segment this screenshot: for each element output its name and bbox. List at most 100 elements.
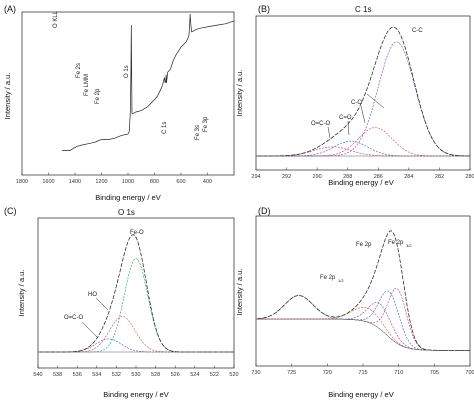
panel-b-frame <box>255 15 471 171</box>
c-y-title: Intensity / a.u. <box>17 270 26 317</box>
fit-envelope <box>38 234 234 353</box>
c-arrow-oco <box>81 321 98 338</box>
b-y-title: Intensity / a.u. <box>235 70 244 117</box>
b-tick-label: 282 <box>435 174 444 180</box>
fit-component-2 <box>38 316 234 353</box>
fit-component-3 <box>256 302 470 351</box>
a-tick-label: 400 <box>203 179 212 185</box>
d-tick-label: 700 <box>465 370 474 376</box>
fit-component-2 <box>256 127 470 157</box>
fit-component-1 <box>38 258 234 353</box>
panel-c-curves <box>38 234 234 353</box>
b-tick-label: 284 <box>404 174 413 180</box>
d-ann-fe2p32: Fe 2p <box>388 240 404 246</box>
a-ann-o1s: O 1s <box>124 65 130 78</box>
c-title: O 1s <box>118 208 135 217</box>
panel-c-frame <box>37 217 235 369</box>
panel-a-survey-line <box>61 13 235 151</box>
b-tick-label: 288 <box>343 174 352 180</box>
b-ann-cc: C-C <box>412 28 423 34</box>
fit-component-5 <box>255 295 470 351</box>
d-tick-label: 715 <box>358 370 367 376</box>
fit-envelope <box>256 26 470 157</box>
c-tick-label: 532 <box>112 372 121 378</box>
c-arrow-ho <box>95 297 109 311</box>
d-tick-label: 730 <box>251 370 260 376</box>
a-x-title: Binding energy / eV <box>95 193 160 202</box>
b-ann-co-double: C=O <box>339 115 352 121</box>
b-tick-label: 294 <box>251 174 260 180</box>
d-ann-fe2p12: Fe 2p <box>320 275 336 281</box>
a-ann-fe3p: Fe 3p <box>203 116 209 132</box>
panel-a-letter: (A) <box>4 4 16 14</box>
a-tick-label: 1200 <box>95 179 107 185</box>
a-ann-felmm: Fe LMM <box>84 74 90 96</box>
panel-d-x-ticks: 730 725 720 715 710 705 700 <box>251 363 474 376</box>
a-tick-label: 1600 <box>42 179 54 185</box>
d-ann-sub32: 3/2 <box>406 243 412 248</box>
b-arrow-co <box>360 105 366 124</box>
panel-c-x-ticks: 540 538 536 534 532 530 528 526 524 522 520 <box>33 365 239 378</box>
c-tick-label: 538 <box>53 372 62 378</box>
d-tick-label: 725 <box>287 370 296 376</box>
c-tick-label: 526 <box>171 372 180 378</box>
panel-d: (D) 730 725 720 715 710 705 700 Fe 2p Fe 2p 3/… <box>235 206 474 399</box>
fit-component-4 <box>256 146 470 157</box>
c-x-title: Binding energy / eV <box>103 390 168 399</box>
c-tick-label: 528 <box>151 372 160 378</box>
c-tick-label: 520 <box>229 372 238 378</box>
c-ann-feo: Fe-O <box>130 230 144 236</box>
b-tick-label: 286 <box>374 174 383 180</box>
b-arrow-oco <box>327 126 331 139</box>
fit-component-4 <box>256 307 470 351</box>
d-ann-fe2p: Fe 2p <box>356 242 372 248</box>
b-x-title: Binding energy / eV <box>328 178 393 187</box>
c-tick-label: 534 <box>92 372 101 378</box>
panel-a-x-ticks: 400 600 800 1000 1200 1400 1600 1800 <box>16 172 212 185</box>
d-y-title: Intensity / a.u. <box>235 269 244 316</box>
a-ann-okll: O KLL <box>53 10 59 28</box>
c-ann-ho: HO <box>88 292 97 298</box>
c-tick-label: 536 <box>73 372 82 378</box>
a-tick-label: 1000 <box>122 179 134 185</box>
fit-envelope <box>255 230 470 351</box>
d-ann-sub12: 1/2 <box>338 278 344 283</box>
a-tick-label: 600 <box>176 179 185 185</box>
a-ann-fe2s: Fe 2s <box>76 63 82 78</box>
c-tick-label: 524 <box>190 372 199 378</box>
c-tick-label: 530 <box>131 372 140 378</box>
c-tick-label: 522 <box>210 372 219 378</box>
a-tick-label: 1800 <box>16 179 28 185</box>
d-tick-label: 710 <box>394 370 403 376</box>
b-tick-label: 292 <box>282 174 291 180</box>
panel-b-x-ticks: 294 292 290 288 286 284 282 280 <box>251 167 474 180</box>
d-x-title: Binding energy / eV <box>328 390 393 399</box>
b-arrow-co-double <box>347 120 350 136</box>
panel-b: (B) C 1s 294 292 290 288 286 284 282 280 O=C-O … <box>235 4 474 187</box>
b-ann-co: C-O <box>351 100 362 106</box>
a-ann-c1s: C 1s <box>162 122 168 134</box>
a-tick-label: 800 <box>150 179 159 185</box>
a-ann-fe3s: Fe 3s <box>195 125 201 140</box>
panel-d-letter: (D) <box>258 206 271 216</box>
b-title: C 1s <box>355 5 371 14</box>
a-ann-fe2p: Fe 2p <box>95 88 101 104</box>
c-tick-label: 540 <box>33 372 42 378</box>
panel-a-frame <box>21 11 235 176</box>
a-y-title: Intensity / a.u. <box>3 73 12 120</box>
a-tick-label: 1400 <box>69 179 81 185</box>
b-tick-label: 290 <box>313 174 322 180</box>
b-ann-oco: O=C-O <box>311 121 331 127</box>
panel-d-curves <box>255 230 470 351</box>
panel-d-frame <box>255 215 471 367</box>
fit-baseline <box>256 318 470 351</box>
panel-c: (C) O 1s 540 538 536 534 532 530 528 526 524 522 5… <box>4 206 239 399</box>
d-tick-label: 705 <box>430 370 439 376</box>
panel-b-letter: (B) <box>258 4 270 14</box>
d-tick-label: 720 <box>323 370 332 376</box>
b-tick-label: 280 <box>465 174 474 180</box>
panel-b-curves <box>256 26 470 157</box>
c-ann-oco: O=C-O <box>64 315 84 321</box>
